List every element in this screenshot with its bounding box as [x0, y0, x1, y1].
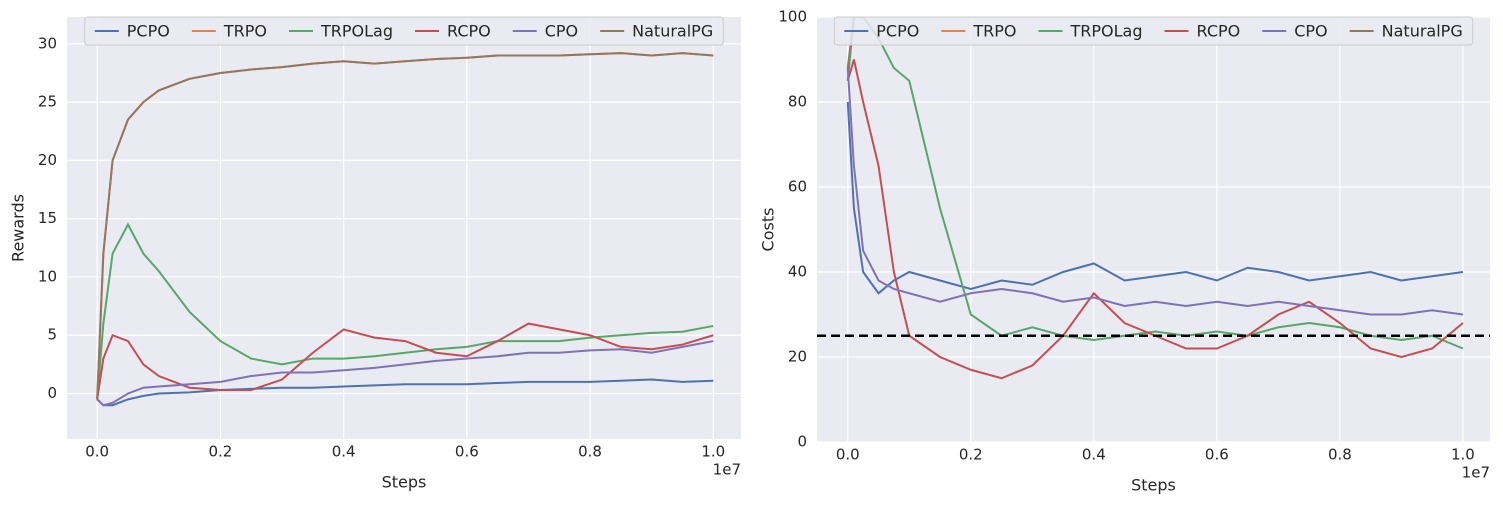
series-line: [96, 322, 714, 400]
series-line: [846, 101, 1464, 295]
legend-label: CPO: [1294, 22, 1327, 41]
y-tick-label: 25: [38, 93, 57, 111]
plot-background: [67, 17, 741, 439]
series-line: [96, 378, 714, 407]
y-axis-label: Rewards: [9, 194, 28, 262]
x-tick-label: 0.2: [959, 446, 983, 464]
legend-item: CPO: [512, 22, 578, 41]
legend-item: CPO: [1262, 22, 1328, 41]
legend-item: RCPO: [1164, 22, 1241, 41]
y-tick-label: 100: [778, 8, 807, 26]
x-offset-label: 1e7: [1462, 464, 1490, 482]
y-tick-label: 20: [38, 151, 57, 169]
legend-label: CPO: [545, 22, 578, 41]
legend-label: PCPO: [127, 22, 170, 41]
y-tick-label: 0: [47, 384, 57, 402]
legend-label: NaturalPG: [1382, 22, 1463, 41]
legend-box: [833, 16, 1474, 46]
y-tick-label: 80: [788, 93, 807, 111]
y-tick-label: 30: [38, 34, 57, 52]
x-axis-label: Steps: [382, 473, 427, 492]
x-tick-label: 0.0: [836, 446, 860, 464]
legend-item: TRPO: [941, 22, 1016, 41]
legend-item: NaturalPG: [600, 22, 713, 41]
legend-item: TRPOLag: [1038, 22, 1143, 41]
y-tick-label: 5: [47, 326, 57, 344]
plot-background: [817, 17, 1490, 442]
x-tick-label: 0.6: [455, 443, 479, 461]
legend-label: TRPO: [223, 22, 267, 41]
x-tick-label: 1.0: [701, 443, 725, 461]
legend-label: TRPOLag: [1069, 22, 1142, 41]
legend: PCPO TRPO TRPOLag RCPO CPO NaturalPG: [833, 16, 1474, 46]
x-tick-label: 0.6: [1205, 446, 1229, 464]
y-tick-label: 10: [38, 267, 57, 285]
legend-box: [84, 16, 724, 46]
y-tick-label: 60: [788, 178, 807, 196]
legend-label: TRPO: [972, 22, 1016, 41]
x-tick-label: 0.4: [1082, 446, 1106, 464]
series-line: [96, 52, 714, 400]
subplot: 0.0 0.2 0.4 0.6 0.8 1.0 0 5 10 15 20 25 30 Steps Rewar…: [9, 16, 741, 492]
lines: [817, 17, 1490, 380]
legend-label: PCPO: [876, 22, 919, 41]
x-tick-label: 1.0: [1451, 446, 1475, 464]
x-tick-label: 0.8: [1328, 446, 1352, 464]
series-line: [96, 340, 714, 407]
legend-item: RCPO: [415, 22, 491, 41]
series-line: [846, 67, 1464, 316]
x-tick-label: 0.4: [332, 443, 356, 461]
legend-label: TRPOLag: [320, 22, 393, 41]
y-tick-label: 15: [38, 209, 57, 227]
series-line: [846, 17, 1464, 350]
y-tick-label: 20: [788, 348, 807, 366]
lines: [96, 52, 714, 407]
legend-label: NaturalPG: [632, 22, 713, 41]
subplot: 0.0 0.2 0.4 0.6 0.8 1.0 0 20 40 60 80 100 Steps Costs…: [759, 8, 1490, 495]
x-tick-label: 0.0: [85, 443, 109, 461]
series-line: [846, 59, 1464, 380]
y-tick-label: 0: [797, 433, 807, 451]
legend-item: PCPO: [94, 22, 170, 41]
y-tick-label: 40: [788, 263, 807, 281]
x-axis-label: Steps: [1131, 476, 1176, 495]
legend-item: TRPO: [191, 22, 267, 41]
x-tick-label: 0.2: [208, 443, 232, 461]
x-tick-label: 0.8: [578, 443, 602, 461]
legend: PCPO TRPO TRPOLag RCPO CPO NaturalPG: [84, 16, 724, 46]
legend-label: RCPO: [447, 22, 491, 41]
legend-item: NaturalPG: [1349, 22, 1463, 41]
legend-label: RCPO: [1197, 22, 1241, 41]
y-axis-label: Costs: [759, 208, 778, 252]
x-offset-label: 1e7: [713, 461, 741, 479]
legend-item: PCPO: [844, 22, 919, 41]
legend-item: TRPOLag: [288, 22, 393, 41]
